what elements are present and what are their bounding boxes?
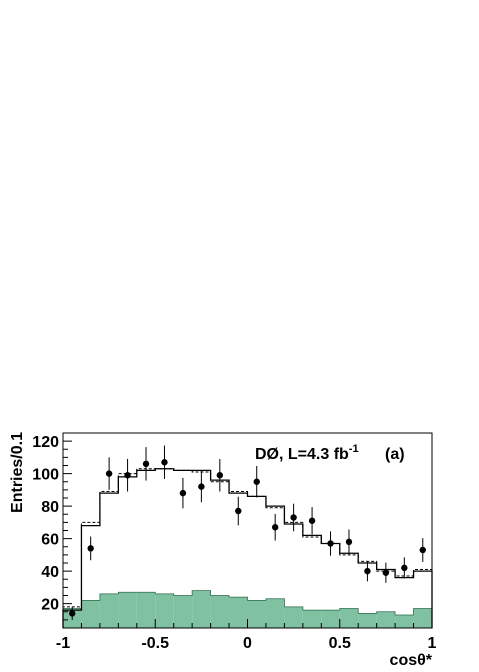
background-bin	[358, 613, 377, 628]
experiment-label-superscript: -1	[349, 443, 359, 455]
data-point	[235, 507, 242, 515]
background-bin	[302, 610, 322, 628]
data-point	[87, 545, 94, 552]
data-point	[290, 514, 297, 521]
background-bin	[247, 600, 266, 628]
data-point	[327, 540, 334, 547]
axes-layer	[62, 432, 433, 629]
y-tick-label: 60	[41, 532, 59, 549]
model-histogram-layer	[62, 468, 433, 628]
background-bin	[136, 592, 156, 628]
data-point	[271, 524, 279, 531]
x-tick-label: -0.5	[141, 635, 169, 652]
data-point	[345, 538, 353, 546]
background-outline	[62, 590, 433, 628]
background-bin	[376, 611, 396, 628]
y-tick-label: 20	[41, 597, 59, 614]
data-points-layer	[69, 445, 426, 620]
y-tick-label: 40	[41, 564, 59, 581]
background-histogram-layer	[62, 590, 433, 628]
data-point	[253, 478, 260, 485]
data-point	[382, 569, 390, 576]
data-point	[308, 517, 316, 524]
x-tick-label: 0.5	[329, 635, 351, 652]
y-tick-label: 120	[32, 434, 59, 451]
model-histogram-dashed	[62, 468, 433, 628]
data-point	[161, 459, 168, 466]
data-point	[401, 564, 408, 572]
background-bin	[99, 593, 119, 628]
background-bin	[155, 593, 174, 628]
data-point	[124, 472, 131, 479]
experiment-label: DØ, L=4.3 fb-1	[255, 443, 359, 463]
y-tick-label: 80	[41, 499, 59, 516]
x-axis-title: cosθ*	[390, 652, 433, 669]
panel-label: (a)	[385, 446, 405, 463]
background-bin	[413, 608, 432, 628]
data-point	[105, 470, 113, 477]
y-axis-title: Entries/0.1	[9, 432, 26, 513]
data-point	[216, 472, 224, 479]
data-point	[198, 483, 205, 490]
background-bin	[173, 595, 193, 628]
data-point	[142, 460, 150, 468]
data-point	[419, 546, 426, 554]
experiment-label-text: DØ, L=4.3 fb	[255, 446, 349, 463]
background-bin	[229, 597, 248, 628]
data-point	[69, 610, 76, 617]
data-point	[179, 489, 187, 497]
background-bin	[265, 598, 285, 628]
background-bin	[339, 608, 359, 628]
background-bin	[118, 592, 137, 628]
background-bin	[210, 595, 230, 628]
background-bin	[192, 590, 211, 628]
background-bin	[395, 615, 414, 628]
data-point	[364, 567, 371, 575]
x-tick-label: -1	[56, 635, 70, 652]
y-tick-label: 100	[32, 467, 59, 484]
background-bin	[81, 600, 100, 628]
background-bin	[284, 606, 303, 628]
background-bin	[321, 610, 340, 628]
x-tick-label: 0	[243, 635, 252, 652]
x-tick-label: 1	[428, 635, 437, 652]
